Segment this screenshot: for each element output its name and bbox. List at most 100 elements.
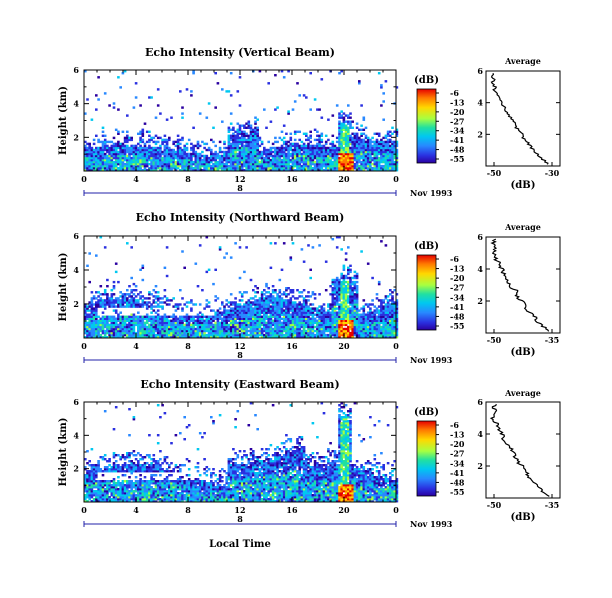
heatmap-cell [238, 150, 242, 154]
heatmap-cell [194, 319, 198, 322]
heatmap-cell [256, 167, 259, 170]
heatmap-cell [318, 142, 321, 146]
heatmap-cell [256, 156, 259, 160]
heatmap-cell [291, 169, 295, 172]
heatmap-cell [311, 154, 315, 158]
heatmap-cell [305, 167, 308, 170]
heatmap-cell [190, 319, 193, 322]
heatmap-cell [183, 315, 186, 318]
heatmap-cell [327, 333, 330, 337]
heatmap-cell [382, 154, 385, 158]
heatmap-cell [112, 106, 116, 109]
heatmap-cell [168, 146, 171, 150]
heatmap-cell [278, 313, 282, 316]
heatmap-cell [353, 329, 357, 333]
heatmap-cell [227, 140, 231, 144]
heatmap-cell [377, 336, 381, 339]
panel-1: Echo Intensity (Vertical Beam)0 4 8 12 16 20 0… [58, 46, 561, 198]
heatmap-cell [260, 329, 264, 333]
heatmap-cell [95, 108, 98, 111]
heatmap-cell [358, 146, 361, 150]
heatmap-cell [238, 136, 242, 140]
heatmap-cell [375, 140, 379, 144]
heatmap-cell [349, 315, 352, 318]
heatmap-cell [287, 336, 290, 339]
heatmap-cell [386, 313, 390, 316]
heatmap-cell [311, 291, 315, 294]
heatmap-cell [373, 305, 377, 308]
heatmap-cell [256, 150, 259, 154]
heatmap-cell [130, 329, 133, 333]
heatmap-cell [316, 313, 319, 316]
heatmap-cell [333, 309, 337, 312]
heatmap-cell [165, 319, 169, 322]
heatmap-cell [183, 160, 186, 164]
heatmap-cell [289, 315, 293, 318]
heatmap-cell [349, 264, 352, 267]
heatmap-cell [88, 148, 91, 152]
heatmap-cell [267, 156, 270, 160]
heatmap-cell [187, 315, 191, 318]
heatmap-cell [318, 144, 321, 148]
heatmap-cell [360, 164, 363, 168]
heatmap-cell [229, 315, 233, 318]
heatmap-cell [311, 156, 315, 160]
heatmap-cell [395, 323, 399, 327]
heatmap-cell [172, 329, 175, 333]
heatmap-cell [247, 162, 251, 166]
heatmap-cell [90, 305, 94, 308]
heatmap-cell [285, 319, 288, 322]
heatmap-cell [240, 305, 244, 308]
heatmap-cell [358, 142, 361, 146]
heatmap-cell [355, 291, 359, 294]
heatmap-cell [298, 311, 301, 314]
heatmap-cell [254, 307, 257, 310]
heatmap-cell [302, 154, 306, 158]
heatmap-cell [243, 164, 246, 168]
heatmap-cell [322, 313, 326, 316]
heatmap-cell [355, 297, 359, 300]
heatmap-cell [307, 311, 310, 314]
heatmap-cell [252, 128, 255, 131]
heatmap-cell [340, 327, 343, 331]
heatmap-cell [92, 156, 96, 160]
heatmap-cell [362, 160, 366, 164]
heatmap-cell [362, 305, 366, 308]
heatmap-cell [108, 162, 111, 166]
heatmap-cell [291, 160, 295, 164]
heatmap-cell [269, 325, 273, 329]
heatmap-cell [134, 323, 138, 327]
heatmap-cell [293, 329, 297, 333]
heatmap-cell [123, 162, 127, 166]
heatmap-cell [156, 152, 160, 156]
heatmap-cell [170, 148, 173, 152]
heatmap-cell [99, 329, 103, 333]
heatmap-cell [267, 336, 270, 339]
heatmap-cell [234, 301, 237, 304]
heatmap-cell [247, 333, 251, 337]
heatmap-cell [114, 317, 118, 320]
heatmap-cell [340, 164, 343, 168]
heatmap-cell [170, 325, 173, 329]
heatmap-cell [353, 140, 357, 144]
heatmap-cell [128, 167, 131, 170]
heatmap-cell [119, 305, 122, 308]
heatmap-cell [344, 336, 348, 339]
heatmap-cell [344, 128, 348, 131]
heatmap-cell [382, 329, 385, 333]
heatmap-cell [347, 116, 350, 119]
heatmap-cell [170, 327, 173, 331]
heatmap-cell [333, 305, 337, 308]
heatmap-cell [316, 333, 319, 337]
heatmap-cell [194, 327, 198, 331]
heatmap-cell [349, 138, 352, 142]
heatmap-cell [187, 327, 191, 331]
heatmap-cell [373, 142, 377, 146]
heatmap-cell [99, 325, 103, 329]
heatmap-cell [260, 162, 264, 166]
heatmap-cell [335, 136, 339, 140]
heatmap-cell [203, 319, 206, 322]
heatmap-cell [137, 327, 140, 331]
heatmap-cell [141, 264, 145, 267]
heatmap-cell [254, 285, 257, 288]
